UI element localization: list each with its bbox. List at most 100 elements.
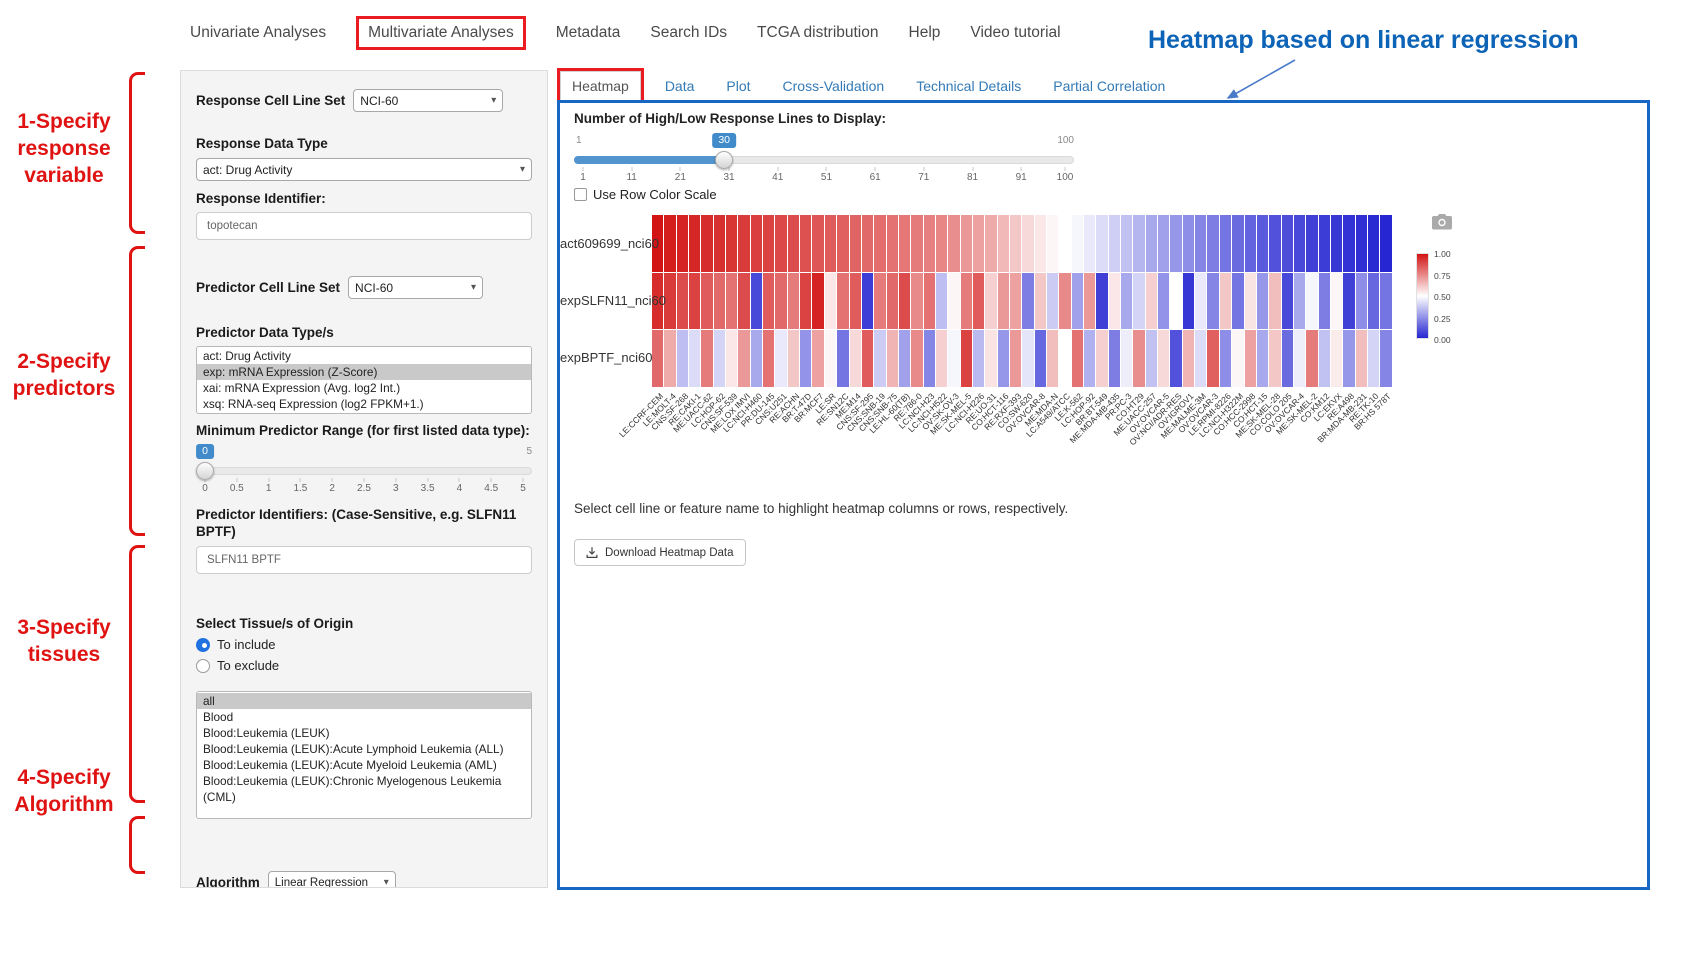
heatmap-cell[interactable] [1343,273,1354,330]
tissue-option[interactable]: Blood:Leukemia (LEUK):Acute Lymphoid Leu… [197,741,531,757]
heatmap-cell[interactable] [1109,330,1120,387]
nav-item-univariate-analyses[interactable]: Univariate Analyses [190,24,326,42]
heatmap-cell[interactable] [1109,273,1120,330]
heatmap-cell[interactable] [1220,273,1231,330]
algorithm-select[interactable]: Linear Regression ▾ [268,871,396,888]
heatmap-cell[interactable] [1207,273,1218,330]
heatmap-cell[interactable] [1245,215,1256,272]
heatmap-cell[interactable] [837,330,848,387]
heatmap-cell[interactable] [1294,215,1305,272]
row-color-scale-checkbox[interactable]: Use Row Color Scale [574,187,717,202]
heatmap-cell[interactable] [800,273,811,330]
heatmap-cell[interactable] [1035,215,1046,272]
tab-cross-validation[interactable]: Cross-Validation [772,72,896,100]
heatmap-cell[interactable] [1022,330,1033,387]
heatmap-cell[interactable] [1059,330,1070,387]
heatmap-cell[interactable] [1245,273,1256,330]
heatmap-cell[interactable] [911,273,922,330]
heatmap-cell[interactable] [1220,330,1231,387]
response-identifier-input[interactable]: topotecan [196,212,532,240]
heatmap-cell[interactable] [1319,215,1330,272]
heatmap-row-label[interactable]: act609699_nci60 [560,236,646,251]
heatmap-cell[interactable] [1183,273,1194,330]
heatmap-cell[interactable] [1133,273,1144,330]
heatmap-cell[interactable] [1380,273,1391,330]
heatmap-cell[interactable] [1257,330,1268,387]
heatmap-cell[interactable] [924,330,935,387]
heatmap-cell[interactable] [1146,330,1157,387]
heatmap-cell[interactable] [664,273,675,330]
heatmap-cell[interactable] [1232,215,1243,272]
heatmap-cell[interactable] [1010,215,1021,272]
heatmap-cell[interactable] [936,330,947,387]
heatmap-cell[interactable] [948,215,959,272]
heatmap-cell[interactable] [924,215,935,272]
heatmap-cell[interactable] [1146,215,1157,272]
heatmap-cell[interactable] [874,330,885,387]
heatmap-cell[interactable] [763,273,774,330]
heatmap-cell[interactable] [738,330,749,387]
heatmap-cell[interactable] [1047,273,1058,330]
heatmap-cell[interactable] [1380,330,1391,387]
heatmap-cell[interactable] [1183,215,1194,272]
heatmap-cell[interactable] [973,215,984,272]
heatmap-cell[interactable] [887,273,898,330]
download-heatmap-data-button[interactable]: Download Heatmap Data [574,539,746,566]
heatmap-cell[interactable] [1010,273,1021,330]
heatmap-cell[interactable] [714,330,725,387]
heatmap-cell[interactable] [1059,215,1070,272]
response-cell-line-set-select[interactable]: NCI-60 ▾ [353,89,503,112]
heatmap-cell[interactable] [1133,330,1144,387]
heatmap-cell[interactable] [1121,215,1132,272]
heatmap-cell[interactable] [1195,273,1206,330]
heatmap-cell[interactable] [850,273,861,330]
tissue-listbox[interactable]: allBloodBlood:Leukemia (LEUK)Blood:Leuke… [196,691,532,819]
predictor-data-types-listbox[interactable]: act: Drug Activityexp: mRNA Expression (… [196,346,532,414]
heatmap-cell[interactable] [1306,273,1317,330]
heatmap-cell[interactable] [1257,273,1268,330]
heatmap-cell[interactable] [1343,215,1354,272]
heatmap-cell[interactable] [1133,215,1144,272]
heatmap-cell[interactable] [911,330,922,387]
heatmap-cell[interactable] [812,215,823,272]
heatmap-cell[interactable] [689,273,700,330]
heatmap-cell[interactable] [1207,330,1218,387]
heatmap-cell[interactable] [677,215,688,272]
heatmap-cell[interactable] [726,330,737,387]
slider-handle[interactable] [715,151,733,169]
heatmap-cell[interactable] [936,273,947,330]
heatmap-cell[interactable] [887,215,898,272]
tab-data[interactable]: Data [654,72,706,100]
tissue-option[interactable]: Blood:Leukemia (LEUK):Acute Myeloid Leuk… [197,757,531,773]
nav-item-multivariate-analyses[interactable]: Multivariate Analyses [356,16,526,50]
heatmap-cell[interactable] [1282,215,1293,272]
heatmap-cell[interactable] [1121,273,1132,330]
predictor-identifiers-input[interactable]: SLFN11 BPTF [196,546,532,574]
predictor-cell-line-set-select[interactable]: NCI-60 ▾ [348,276,483,299]
heatmap-cell[interactable] [887,330,898,387]
heatmap-cell[interactable] [701,215,712,272]
heatmap-cell[interactable] [1380,215,1391,272]
heatmap-cell[interactable] [1368,215,1379,272]
heatmap-cell[interactable] [1072,273,1083,330]
heatmap-cell[interactable] [1035,273,1046,330]
heatmap-cell[interactable] [1356,273,1367,330]
heatmap-row-label[interactable]: expBPTF_nci60 [560,350,646,365]
heatmap-cell[interactable] [701,330,712,387]
heatmap-cell[interactable] [1121,330,1132,387]
heatmap-cell[interactable] [1022,273,1033,330]
heatmap-cell[interactable] [1096,215,1107,272]
heatmap-cell[interactable] [800,215,811,272]
heatmap-cell[interactable] [1170,273,1181,330]
tab-partial-correlation[interactable]: Partial Correlation [1042,72,1176,100]
heatmap-cell[interactable] [1368,273,1379,330]
heatmap-cell[interactable] [825,273,836,330]
heatmap-cell[interactable] [1319,273,1330,330]
heatmap-cell[interactable] [812,273,823,330]
heatmap-cell[interactable] [738,273,749,330]
heatmap-cell[interactable] [1195,215,1206,272]
heatmap-cell[interactable] [936,215,947,272]
heatmap-cell[interactable] [677,273,688,330]
heatmap-cell[interactable] [689,215,700,272]
heatmap-cell[interactable] [738,215,749,272]
